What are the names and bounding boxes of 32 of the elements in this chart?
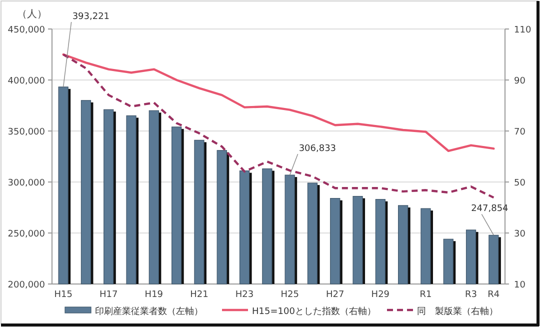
x-tick-label: R3	[465, 290, 478, 300]
x-tick-label: H27	[326, 290, 344, 300]
data-label: 393,221	[72, 12, 110, 22]
data-label: 306,833	[298, 144, 336, 154]
line-series	[62, 53, 495, 199]
y-tick-label: 350,000	[8, 128, 46, 138]
legend-label: H15=100とした指数（右軸）	[252, 306, 376, 317]
y-tick-label: 400,000	[8, 76, 46, 86]
y2-tick-label: 70	[514, 128, 526, 138]
x-tick-label: H23	[235, 290, 254, 300]
x-tick-label: H19	[144, 290, 164, 300]
y2-tick-label: 50	[514, 178, 526, 188]
x-tick-label: H15	[54, 290, 72, 300]
y-tick-label: 250,000	[8, 230, 46, 240]
x-tick-label: H17	[100, 290, 118, 300]
y-axis-title: （人）	[17, 9, 47, 20]
y-tick-label: 450,000	[8, 26, 46, 36]
x-tick-label: R4	[488, 290, 500, 300]
y2-tick-label: 30	[514, 230, 526, 240]
legend-label: 同 製版業（右軸）	[417, 306, 498, 317]
y2-tick-label: 10	[514, 280, 526, 290]
y2-tick-label: 90	[514, 76, 526, 86]
legend-label: 印刷産業従業者数（左軸）	[95, 306, 203, 317]
y-tick-label: 300,000	[8, 178, 46, 188]
x-tick-label: H25	[280, 290, 299, 300]
x-tick-label: H29	[371, 290, 390, 300]
y2-tick-label: 110	[514, 26, 532, 36]
line-series	[62, 53, 495, 152]
x-tick-label: R1	[420, 290, 432, 300]
data-label: 247,854	[471, 204, 509, 214]
x-tick-label: H21	[190, 290, 208, 300]
y-tick-label: 200,000	[8, 280, 46, 290]
